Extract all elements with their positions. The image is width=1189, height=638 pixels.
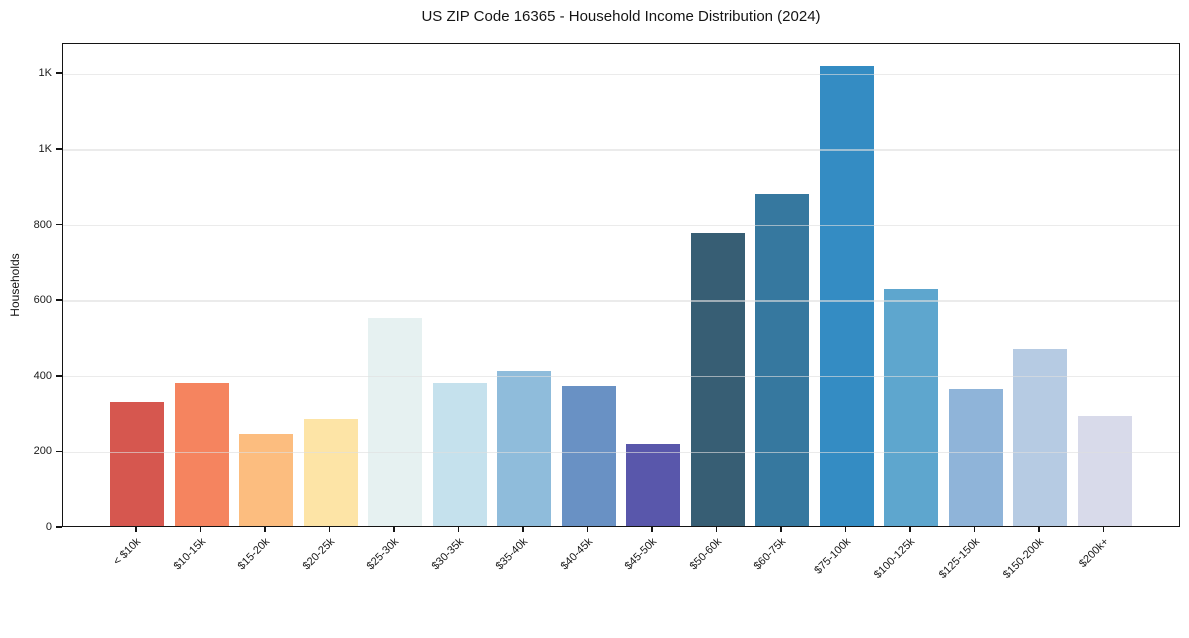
bar-chart-figure: US ZIP Code 16365 - Household Income Dis… — [8, 8, 1180, 581]
y-tick-mark — [56, 374, 62, 377]
chart-title: US ZIP Code 16365 - Household Income Dis… — [421, 8, 821, 25]
y-tick-mark — [56, 72, 62, 75]
y-tick-label: 600 — [33, 294, 52, 307]
bar — [239, 434, 293, 526]
plot-area — [62, 43, 1180, 527]
x-tick-mark — [973, 527, 976, 532]
y-tick-mark — [56, 223, 62, 226]
gridline — [63, 451, 1179, 454]
gridline — [63, 224, 1179, 227]
y-tick-label: 1K — [38, 67, 52, 80]
x-tick-mark — [586, 527, 589, 532]
x-tick-mark — [199, 527, 202, 532]
x-tick-mark — [909, 527, 911, 532]
x-tick-mark — [457, 527, 460, 532]
gridline — [63, 300, 1179, 302]
x-tick-mark — [1038, 527, 1040, 532]
x-tick-mark — [780, 527, 782, 532]
bar — [432, 383, 487, 526]
y-tick-mark — [56, 148, 62, 150]
x-tick-mark — [1102, 527, 1105, 532]
x-tick-mark — [135, 527, 137, 532]
y-tick-mark — [56, 299, 62, 301]
x-tick-mark — [264, 527, 266, 532]
bar — [1077, 416, 1132, 526]
bar — [303, 418, 358, 526]
y-tick-mark — [56, 526, 62, 528]
y-tick-mark — [56, 450, 62, 453]
y-tick-label: 200 — [33, 445, 52, 458]
bar — [1013, 348, 1067, 526]
y-tick-label: 800 — [33, 218, 52, 231]
y-tick-label: 0 — [45, 521, 52, 533]
bar — [497, 370, 551, 526]
gridline — [63, 376, 1179, 378]
bar — [690, 232, 745, 526]
bar — [948, 388, 1003, 526]
y-axis-label: Households — [8, 253, 22, 317]
gridline — [63, 73, 1179, 75]
x-tick-mark — [651, 527, 653, 532]
bar — [626, 443, 680, 526]
x-tick-mark — [844, 527, 847, 532]
x-tick-mark — [522, 527, 524, 532]
gridline — [63, 149, 1179, 151]
bar — [110, 402, 164, 526]
bar — [561, 385, 616, 526]
bar — [368, 318, 422, 526]
x-tick-mark — [715, 527, 718, 532]
bar — [819, 66, 874, 526]
x-tick-mark — [393, 527, 395, 532]
y-tick-label: 400 — [33, 369, 52, 382]
x-tick-mark — [328, 527, 331, 532]
bar — [755, 194, 809, 526]
bar — [884, 289, 938, 526]
y-tick-label: 1K — [38, 142, 52, 155]
bar — [174, 382, 229, 526]
